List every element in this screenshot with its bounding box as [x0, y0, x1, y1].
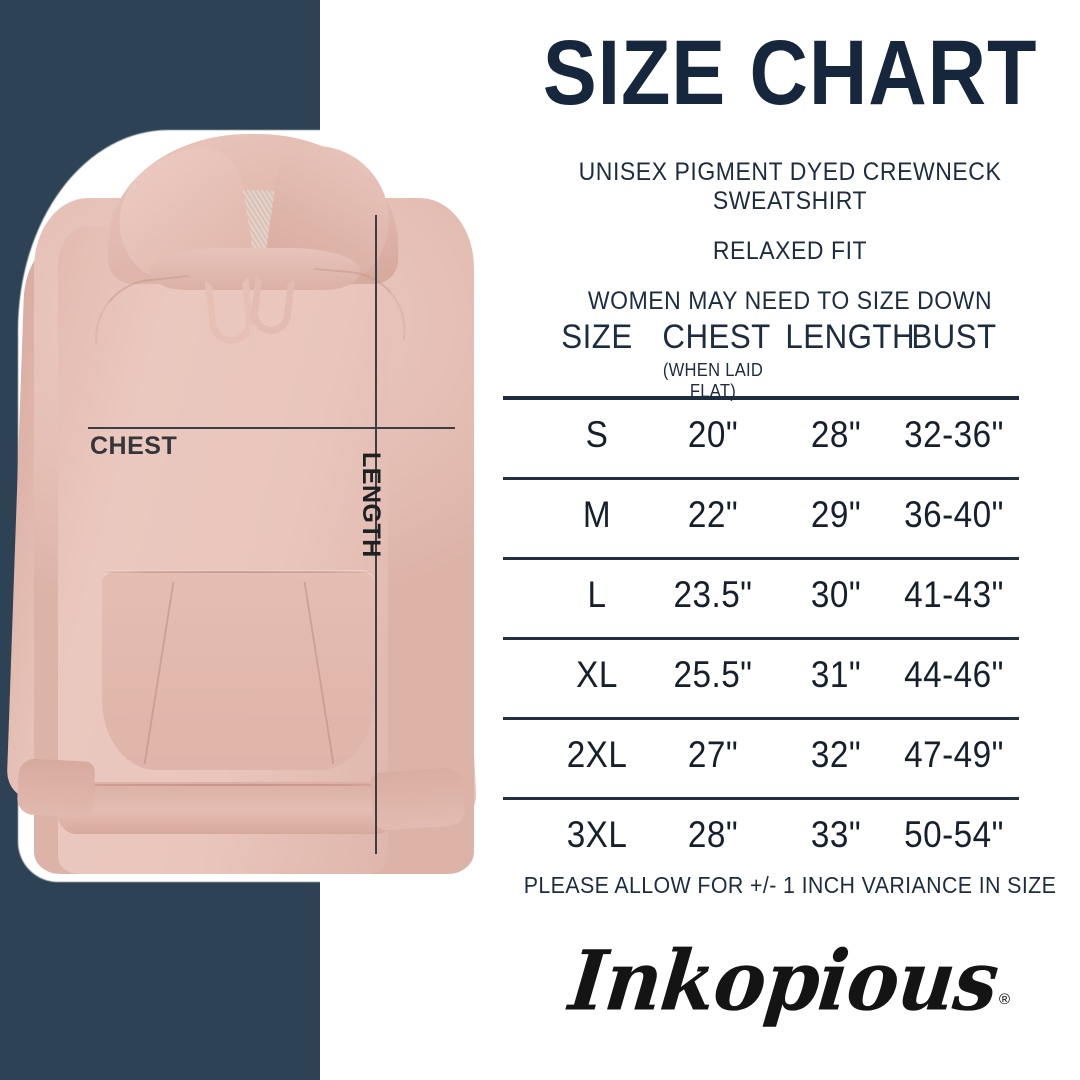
cell-chest: 23.5": [673, 574, 753, 615]
cell-bust: 44-46": [904, 654, 1004, 695]
subtitle-product: UNISEX PIGMENT DYED CREWNECK SWEATSHIRT: [578, 158, 1002, 215]
table-row: XL 25.5" 31" 44-46": [503, 640, 1021, 717]
brand-wordmark: Inkopious: [564, 933, 1003, 1030]
table-rule: [503, 557, 1019, 560]
subtitle-group: UNISEX PIGMENT DYED CREWNECK SWEATSHIRT …: [500, 158, 1080, 337]
cuff-right: [370, 766, 466, 832]
cuff-left: [16, 758, 96, 818]
table-row: M 22" 29" 36-40": [503, 480, 1021, 557]
table-row: 2XL 27" 32" 47-49": [503, 720, 1021, 797]
column-header-length: LENGTH: [785, 318, 916, 356]
length-measurement-label: LENGTH: [357, 452, 385, 558]
table-rule: [503, 477, 1019, 480]
cell-length: 32": [810, 734, 862, 775]
cell-bust: 32-36": [904, 414, 1004, 455]
chest-measurement-label: CHEST: [90, 432, 178, 460]
cell-size: M: [582, 494, 612, 535]
product-photo-panel: CHEST LENGTH: [0, 0, 520, 1080]
column-header-bust: BUST: [911, 318, 997, 356]
registered-trademark-icon: ®: [999, 991, 1011, 1008]
cell-length: 29": [810, 494, 862, 535]
cell-size: XL: [576, 654, 618, 695]
cell-bust: 47-49": [904, 734, 1004, 775]
cell-size: S: [585, 414, 609, 455]
ribbed-hem: [56, 782, 396, 834]
length-measurement-line: [375, 215, 377, 854]
chart-panel: SIZE CHART UNISEX PIGMENT DYED CREWNECK …: [500, 0, 1080, 1080]
cell-bust: 50-54": [904, 814, 1004, 855]
table-rule-top: [503, 396, 1019, 400]
cell-bust: 41-43": [904, 574, 1004, 615]
subtitle-advice: WOMEN MAY NEED TO SIZE DOWN: [587, 287, 993, 315]
table-rule: [503, 717, 1019, 720]
cell-length: 28": [810, 414, 862, 455]
cell-length: 33": [810, 814, 862, 855]
cell-size: L: [587, 574, 607, 615]
brand-logo: Inkopious®: [500, 930, 1080, 1040]
chest-measurement-line: [88, 427, 455, 429]
table-header-row: SIZE CHEST LENGTH BUST (WHEN LAID FLAT): [503, 318, 1021, 401]
cell-chest: 20": [687, 414, 739, 455]
sweatshirt-illustration: [0, 130, 520, 890]
cell-bust: 36-40": [904, 494, 1004, 535]
kangaroo-pocket: [102, 570, 374, 770]
table-rule: [503, 797, 1019, 800]
size-table: SIZE CHEST LENGTH BUST (WHEN LAID FLAT) …: [503, 318, 1021, 877]
table-rule: [503, 637, 1019, 640]
neckband: [150, 248, 360, 290]
subtitle-fit: RELAXED FIT: [712, 237, 868, 265]
column-header-note: (WHEN LAID FLAT): [662, 360, 764, 401]
drawstring-aglet: [248, 325, 259, 353]
column-header-chest: CHEST: [662, 318, 771, 356]
cell-chest: 28": [687, 814, 739, 855]
page-title: SIZE CHART: [542, 22, 1038, 124]
table-row: L 23.5" 30" 41-43": [503, 560, 1021, 637]
variance-note: PLEASE ALLOW FOR +/- 1 INCH VARIANCE IN …: [523, 872, 1057, 898]
table-row: 3XL 28" 33" 50-54": [503, 800, 1021, 877]
cell-size: 3XL: [566, 814, 628, 855]
cell-length: 30": [810, 574, 862, 615]
hem-seam: [58, 784, 394, 786]
cell-length: 31": [810, 654, 862, 695]
table-row: S 20" 28" 32-36": [503, 400, 1021, 477]
pocket-top-seam: [104, 571, 372, 573]
column-header-size: SIZE: [561, 318, 633, 356]
cell-chest: 25.5": [673, 654, 753, 695]
cell-chest: 27": [687, 734, 739, 775]
cell-chest: 22": [687, 494, 739, 535]
cell-size: 2XL: [566, 734, 628, 775]
